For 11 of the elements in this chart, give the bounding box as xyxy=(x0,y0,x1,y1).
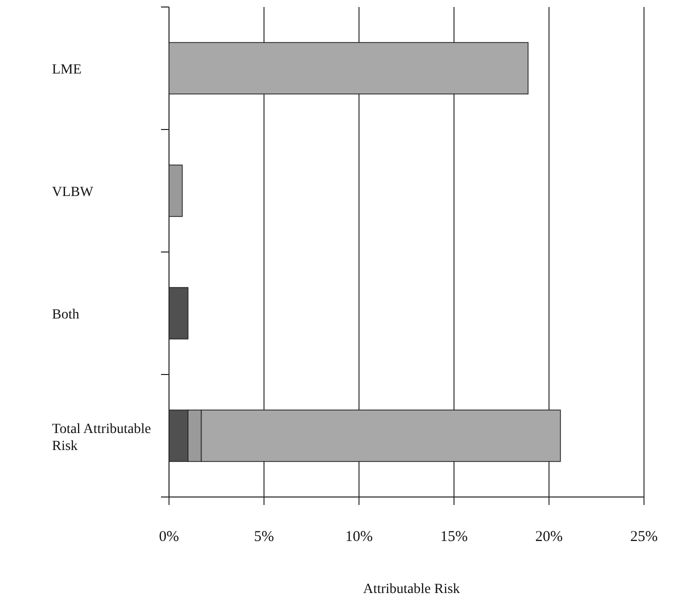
x-tick-label: 15% xyxy=(440,529,468,545)
y-tick-label: VLBW xyxy=(52,184,94,200)
y-tick-label: Total Attributable Risk xyxy=(52,422,151,454)
y-tick-label: LME xyxy=(52,62,82,78)
x-tick-label: 0% xyxy=(159,529,179,545)
x-tick-label: 10% xyxy=(345,529,373,545)
x-tick-label: 5% xyxy=(254,529,274,545)
x-tick-label: 25% xyxy=(630,529,658,545)
x-tick-label: 20% xyxy=(535,529,563,545)
x-axis-title: Attributable Risk xyxy=(363,582,460,597)
y-tick-label: Both xyxy=(52,307,80,322)
